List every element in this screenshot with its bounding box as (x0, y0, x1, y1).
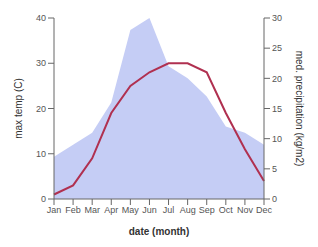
svg-text:Apr: Apr (104, 205, 118, 215)
svg-text:Jul: Jul (163, 205, 175, 215)
svg-text:25: 25 (272, 43, 282, 53)
svg-text:5: 5 (272, 164, 277, 174)
svg-text:15: 15 (272, 104, 282, 114)
svg-text:Mar: Mar (84, 205, 100, 215)
svg-text:max temp (C): max temp (C) (13, 78, 24, 139)
svg-text:0: 0 (272, 194, 277, 204)
svg-text:Nov: Nov (237, 205, 254, 215)
svg-text:Dec: Dec (256, 205, 273, 215)
svg-text:10: 10 (272, 134, 282, 144)
svg-text:date (month): date (month) (129, 226, 190, 237)
svg-text:40: 40 (36, 13, 46, 23)
svg-text:Aug: Aug (180, 205, 196, 215)
svg-text:Jun: Jun (142, 205, 157, 215)
svg-text:May: May (122, 205, 140, 215)
svg-text:med. precipitation (kg/m2): med. precipitation (kg/m2) (294, 51, 305, 167)
svg-text:Sep: Sep (199, 205, 215, 215)
svg-text:10: 10 (36, 149, 46, 159)
svg-text:20: 20 (36, 104, 46, 114)
svg-text:Jan: Jan (47, 205, 62, 215)
svg-text:20: 20 (272, 74, 282, 84)
svg-text:30: 30 (272, 13, 282, 23)
svg-text:30: 30 (36, 58, 46, 68)
svg-text:Feb: Feb (65, 205, 81, 215)
svg-text:Oct: Oct (219, 205, 234, 215)
svg-text:0: 0 (41, 194, 46, 204)
